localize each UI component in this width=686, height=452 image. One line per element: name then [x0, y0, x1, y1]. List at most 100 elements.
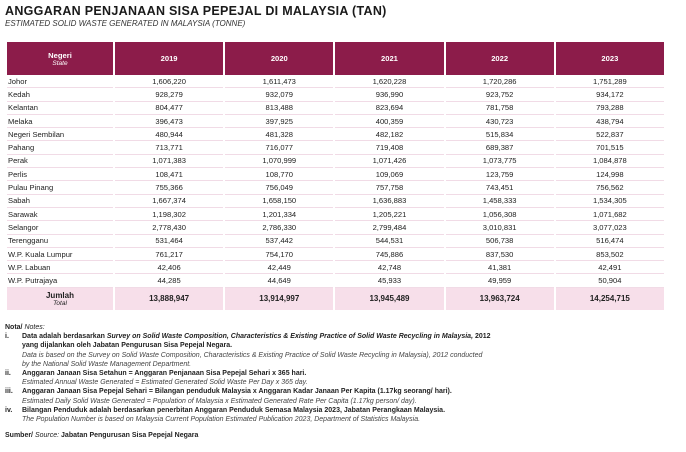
waste-value: 1,071,426	[335, 155, 444, 169]
state-name: Kedah	[7, 88, 113, 102]
table-row: W.P. Labuan 42,406 42,449 42,748 41,381 42,49…	[7, 261, 664, 275]
header-year: 2023	[555, 42, 664, 75]
waste-value: 109,069	[335, 168, 444, 182]
waste-value: 124,998	[555, 168, 664, 182]
state-name: Pulau Pinang	[7, 181, 113, 195]
waste-value: 713,771	[115, 141, 224, 155]
total-value: 13,963,724	[445, 287, 554, 310]
table-row: Sarawak 1,198,302 1,201,334 1,205,221 1,056,…	[7, 208, 664, 222]
waste-value: 853,502	[555, 248, 664, 262]
table-row: Melaka 396,473 397,925 400,359 430,723 438,79…	[7, 115, 664, 129]
state-name: Melaka	[7, 115, 113, 129]
table-row: Kedah 928,279 932,079 936,990 923,752 934,172	[7, 88, 664, 102]
table-header-row: Negeri State 2019 2020 2021 2022 2023	[7, 42, 664, 75]
waste-value: 396,473	[115, 115, 224, 129]
table-row: Pulau Pinang 755,366 756,049 757,758 743,451…	[7, 181, 664, 195]
state-name: W.P. Labuan	[7, 261, 113, 275]
waste-value: 1,458,333	[445, 195, 554, 208]
total-value: 14,254,715	[555, 287, 664, 310]
waste-value: 1,620,228	[335, 75, 444, 89]
note-number: i.	[5, 333, 9, 341]
page-subtitle: ESTIMATED SOLID WASTE GENERATED IN MALAY…	[5, 19, 246, 28]
state-name: Negeri Sembilan	[7, 128, 113, 142]
waste-value: 1,070,999	[225, 155, 334, 169]
waste-value: 716,077	[225, 141, 334, 155]
waste-value: 41,381	[445, 261, 554, 275]
header-year: 2021	[335, 42, 444, 75]
waste-value: 537,442	[225, 235, 334, 248]
source-label: Sumber/	[5, 432, 34, 439]
waste-value: 1,751,289	[555, 75, 664, 89]
state-name: Kelantan	[7, 102, 113, 115]
total-label-en: Total	[53, 299, 67, 307]
header-year: 2020	[225, 42, 334, 75]
note-text-ms: yang dijalankan oleh Jabatan Pengurusan …	[22, 342, 233, 350]
waste-value: 928,279	[115, 88, 224, 102]
waste-value: 756,562	[555, 181, 664, 195]
waste-value: 481,328	[225, 128, 334, 142]
notes-heading-en: Notes:	[22, 324, 45, 331]
waste-value: 823,694	[335, 102, 444, 115]
waste-value: 482,182	[335, 128, 444, 142]
note-text-ms: Anggaran Janaan Sisa Pepejal Sehari = Bi…	[22, 388, 452, 396]
waste-value: 1,636,883	[335, 195, 444, 208]
waste-value: 1,198,302	[115, 208, 224, 222]
source-text: Jabatan Pengurusan Sisa Pepejal Negara	[59, 432, 199, 439]
waste-value: 2,778,430	[115, 221, 224, 235]
waste-value: 923,752	[445, 88, 554, 102]
waste-value: 438,794	[555, 115, 664, 129]
waste-value: 745,886	[335, 248, 444, 262]
waste-value: 793,288	[555, 102, 664, 115]
waste-value: 755,366	[115, 181, 224, 195]
notes-heading: Nota/ Notes:	[5, 323, 675, 332]
header-year: 2019	[115, 42, 224, 75]
table-row: Kelantan 804,477 813,488 823,694 781,758 793,…	[7, 102, 664, 115]
waste-value: 1,658,150	[225, 195, 334, 208]
waste-table: Negeri State 2019 2020 2021 2022 2023 Jo…	[5, 42, 666, 310]
total-value: 13,914,997	[225, 287, 334, 310]
note-text-part: 2012	[473, 333, 491, 341]
table-row: W.P. Putrajaya 44,285 44,649 45,933 49,959 50…	[7, 274, 664, 288]
header-year: 2022	[445, 42, 554, 75]
waste-value: 1,073,775	[445, 155, 554, 169]
waste-value: 804,477	[115, 102, 224, 115]
waste-value: 44,285	[115, 274, 224, 288]
waste-value: 397,925	[225, 115, 334, 129]
note-text-en: Estimated Daily Solid Waste Generated = …	[22, 397, 417, 405]
waste-value: 44,649	[225, 274, 334, 288]
header-state: Negeri State	[7, 42, 113, 75]
state-name: W.P. Putrajaya	[7, 274, 113, 288]
waste-value: 1,534,305	[555, 195, 664, 208]
note-text-en: Estimated Annual Waste Generated = Estim…	[22, 379, 308, 387]
waste-value: 1,071,383	[115, 155, 224, 169]
waste-value: 42,748	[335, 261, 444, 275]
waste-value: 1,720,286	[445, 75, 554, 89]
state-name: Sarawak	[7, 208, 113, 222]
waste-value: 761,217	[115, 248, 224, 262]
note-text-en: The Population Number is based on Malays…	[22, 416, 421, 424]
waste-value: 506,738	[445, 235, 554, 248]
waste-value: 42,491	[555, 261, 664, 275]
waste-value: 743,451	[445, 181, 554, 195]
note-text-en: by the National Solid Waste Management D…	[22, 360, 192, 368]
waste-value: 1,201,334	[225, 208, 334, 222]
state-name: Selangor	[7, 221, 113, 235]
header-state-label: Negeri	[48, 50, 72, 60]
waste-value: 108,770	[225, 168, 334, 182]
waste-value: 1,205,221	[335, 208, 444, 222]
table-body: Johor 1,606,220 1,611,473 1,620,228 1,720,28…	[7, 75, 664, 310]
state-name: Pahang	[7, 141, 113, 155]
waste-value: 480,944	[115, 128, 224, 142]
note-text-en: Data is based on the Survey on Solid Was…	[22, 351, 483, 359]
total-row: Jumlah Total 13,888,947 13,914,997 13,94…	[7, 287, 664, 310]
waste-value: 1,611,473	[225, 75, 334, 89]
waste-value: 2,786,330	[225, 221, 334, 235]
waste-value: 45,933	[335, 274, 444, 288]
note-number: iv.	[5, 406, 13, 414]
waste-value: 719,408	[335, 141, 444, 155]
note-number: iii.	[5, 388, 13, 396]
waste-value: 1,056,308	[445, 208, 554, 222]
waste-value: 400,359	[335, 115, 444, 129]
waste-value: 123,759	[445, 168, 554, 182]
total-value: 13,945,489	[335, 287, 444, 310]
